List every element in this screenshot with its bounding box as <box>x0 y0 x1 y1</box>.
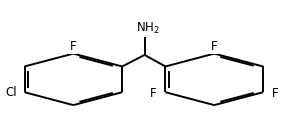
Text: Cl: Cl <box>5 86 17 99</box>
Text: NH$_2$: NH$_2$ <box>136 21 159 36</box>
Text: F: F <box>211 40 218 53</box>
Text: F: F <box>70 40 77 53</box>
Text: F: F <box>271 87 278 100</box>
Text: F: F <box>150 87 157 100</box>
